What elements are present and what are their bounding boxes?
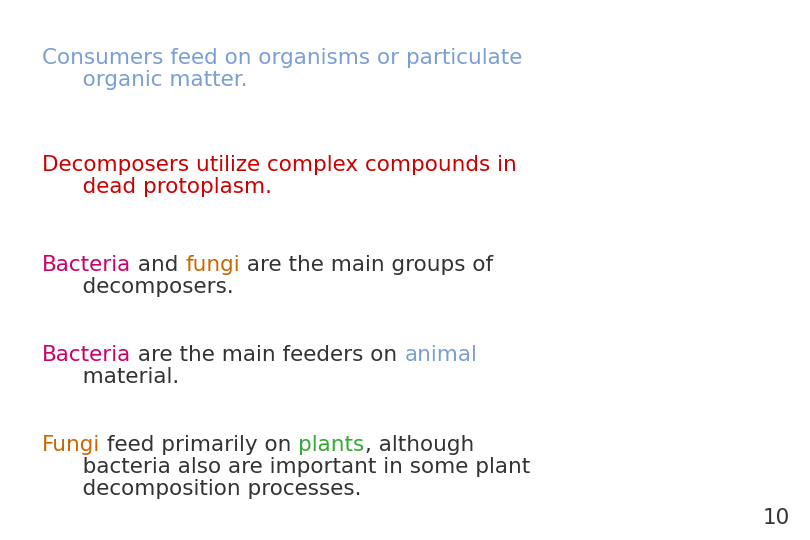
Text: Fungi: Fungi — [42, 435, 100, 455]
Text: Consumers feed on organisms or particulate: Consumers feed on organisms or particula… — [42, 48, 522, 68]
Text: fungi: fungi — [185, 255, 240, 275]
Text: Bacteria: Bacteria — [42, 345, 131, 365]
Text: organic matter.: organic matter. — [62, 70, 248, 90]
Text: bacteria also are important in some plant: bacteria also are important in some plan… — [62, 457, 531, 477]
Text: material.: material. — [62, 367, 179, 387]
Text: decomposers.: decomposers. — [62, 277, 234, 297]
Text: are the main feeders on: are the main feeders on — [131, 345, 404, 365]
Text: dead protoplasm.: dead protoplasm. — [62, 177, 272, 197]
Text: 10: 10 — [763, 508, 790, 528]
Text: , although: , although — [364, 435, 474, 455]
Text: animal: animal — [404, 345, 477, 365]
Text: Decomposers utilize complex compounds in: Decomposers utilize complex compounds in — [42, 155, 517, 175]
Text: feed primarily on: feed primarily on — [100, 435, 299, 455]
Text: Bacteria: Bacteria — [42, 255, 131, 275]
Text: decomposition processes.: decomposition processes. — [62, 479, 361, 499]
Text: plants: plants — [299, 435, 364, 455]
Text: are the main groups of: are the main groups of — [240, 255, 493, 275]
Text: and: and — [131, 255, 185, 275]
